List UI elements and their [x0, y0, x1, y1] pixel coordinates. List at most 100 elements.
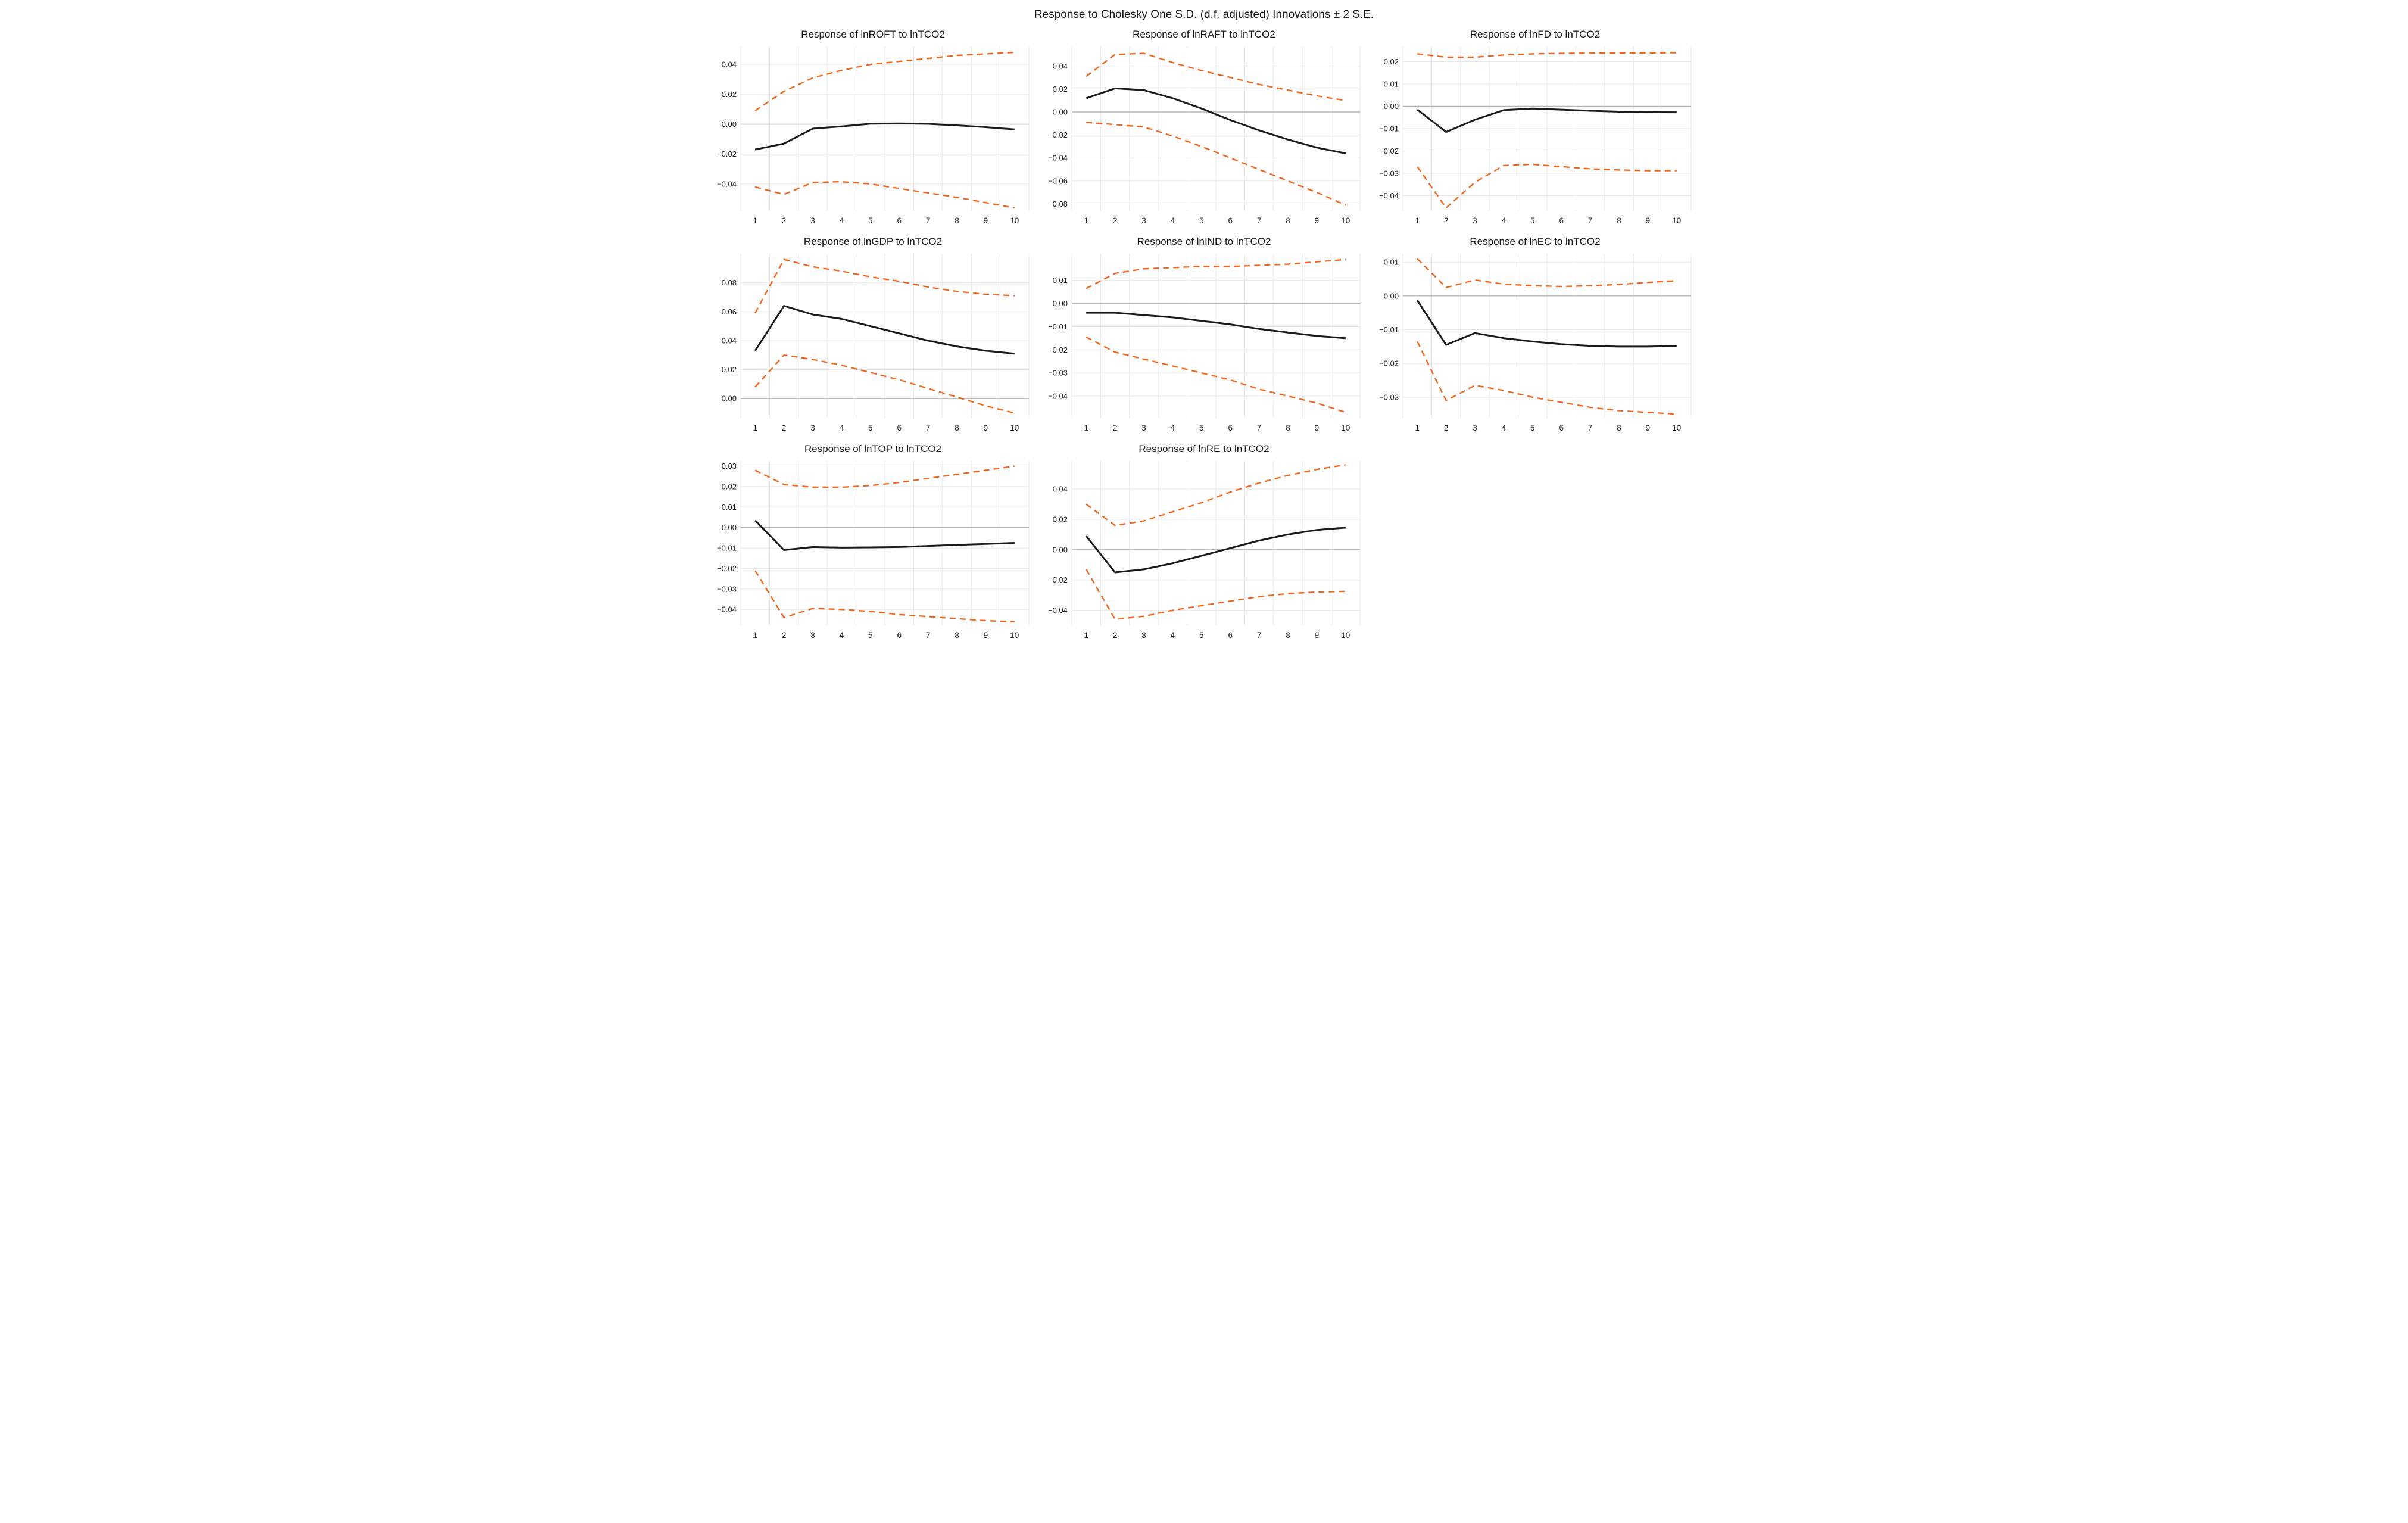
- svg-text:2: 2: [1113, 423, 1118, 432]
- svg-text:0.04: 0.04: [722, 60, 737, 69]
- svg-text:3: 3: [1141, 423, 1146, 432]
- svg-text:1: 1: [1415, 423, 1420, 432]
- svg-text:0.02: 0.02: [722, 482, 737, 491]
- svg-text:7: 7: [926, 216, 931, 225]
- svg-text:2: 2: [782, 423, 787, 432]
- svg-text:−0.02: −0.02: [1048, 575, 1068, 584]
- svg-text:4: 4: [840, 631, 844, 640]
- svg-text:0.02: 0.02: [1053, 85, 1068, 94]
- svg-text:7: 7: [1257, 423, 1262, 432]
- svg-text:0.01: 0.01: [1053, 276, 1068, 285]
- svg-text:5: 5: [1199, 423, 1204, 432]
- svg-text:1: 1: [753, 631, 757, 640]
- irf-plot-lnFD: 0.02 0.01 0.00 −0.01 −0.02 −0.03 −0.04 1 2 3 4 5 6 7 8…: [1372, 43, 1698, 229]
- svg-text:4: 4: [1171, 423, 1175, 432]
- svg-text:9: 9: [1315, 216, 1320, 225]
- svg-text:7: 7: [1588, 423, 1593, 432]
- irf-panel-lnFD: Response of lnFD to lnTCO2 0.02 0.01 0.00 −…: [1372, 27, 1698, 229]
- svg-text:10: 10: [1341, 423, 1350, 432]
- svg-text:1: 1: [1084, 631, 1088, 640]
- svg-text:−0.01: −0.01: [1379, 124, 1399, 133]
- svg-text:0.02: 0.02: [722, 90, 737, 99]
- panel-title: Response of lnRE to lnTCO2: [1139, 443, 1269, 454]
- svg-text:9: 9: [1646, 423, 1651, 432]
- irf-panel-lnTOP: Response of lnTOP to lnTCO2 0.03 0.02 0.01…: [710, 442, 1036, 643]
- svg-text:1: 1: [1415, 216, 1420, 225]
- svg-text:0.03: 0.03: [722, 462, 737, 471]
- svg-text:9: 9: [984, 631, 988, 640]
- svg-text:0.00: 0.00: [1053, 545, 1068, 554]
- svg-text:−0.01: −0.01: [1379, 325, 1399, 334]
- svg-text:−0.04: −0.04: [717, 605, 737, 614]
- svg-text:3: 3: [810, 216, 815, 225]
- svg-text:5: 5: [868, 216, 873, 225]
- svg-text:7: 7: [1257, 216, 1262, 225]
- svg-text:−0.06: −0.06: [1048, 176, 1068, 185]
- svg-text:2: 2: [1113, 631, 1118, 640]
- svg-text:2: 2: [782, 631, 787, 640]
- svg-text:0.04: 0.04: [1053, 485, 1068, 494]
- svg-text:8: 8: [1617, 216, 1621, 225]
- svg-text:−0.03: −0.03: [1379, 169, 1399, 178]
- svg-text:−0.08: −0.08: [1048, 200, 1068, 208]
- panel-title: Response of lnIND to lnTCO2: [1137, 236, 1271, 247]
- svg-text:0.00: 0.00: [1053, 108, 1068, 117]
- svg-text:5: 5: [1199, 631, 1204, 640]
- svg-text:10: 10: [1341, 631, 1350, 640]
- svg-text:−0.04: −0.04: [1048, 154, 1068, 163]
- irf-panel-lnRE: Response of lnRE to lnTCO2 0.04 0.02 0.00 −…: [1041, 442, 1367, 643]
- svg-text:6: 6: [897, 631, 902, 640]
- svg-text:10: 10: [1672, 423, 1681, 432]
- svg-text:0.01: 0.01: [1384, 258, 1399, 267]
- figure-title: Response to Cholesky One S.D. (d.f. adju…: [1034, 8, 1374, 21]
- svg-text:8: 8: [1286, 216, 1290, 225]
- panel-title: Response of lnRAFT to lnTCO2: [1133, 29, 1275, 40]
- svg-text:6: 6: [1559, 216, 1564, 225]
- svg-text:3: 3: [810, 423, 815, 432]
- svg-text:2: 2: [1444, 423, 1449, 432]
- svg-text:6: 6: [1228, 423, 1233, 432]
- svg-text:8: 8: [955, 216, 959, 225]
- svg-text:10: 10: [1010, 423, 1019, 432]
- svg-text:5: 5: [868, 423, 873, 432]
- svg-text:−0.01: −0.01: [717, 544, 737, 553]
- irf-panel-lnROFT: Response of lnROFT to lnTCO2 0.04 0.02 0.0…: [710, 27, 1036, 229]
- svg-text:0.04: 0.04: [1053, 61, 1068, 70]
- svg-text:2: 2: [782, 216, 787, 225]
- svg-text:7: 7: [1588, 216, 1593, 225]
- svg-text:9: 9: [984, 423, 988, 432]
- svg-text:−0.04: −0.04: [1379, 191, 1399, 200]
- panel-title: Response of lnTOP to lnTCO2: [804, 443, 941, 454]
- svg-text:3: 3: [1141, 216, 1146, 225]
- irf-plot-lnROFT: 0.04 0.02 0.00 −0.02 −0.04 1 2 3 4 5 6 7 8 9 10: [710, 43, 1036, 229]
- svg-text:−0.02: −0.02: [1048, 345, 1068, 354]
- panel-title: Response of lnFD to lnTCO2: [1470, 29, 1601, 40]
- irf-plot-lnIND: 0.01 0.00 −0.01 −0.02 −0.03 −0.04 1 2 3 4 5 6 7 8 9 10: [1041, 250, 1367, 436]
- svg-text:8: 8: [1286, 423, 1290, 432]
- svg-text:2: 2: [1113, 216, 1118, 225]
- svg-text:9: 9: [1646, 216, 1651, 225]
- svg-text:0.00: 0.00: [722, 394, 737, 403]
- panel-title: Response of lnGDP to lnTCO2: [803, 236, 943, 247]
- svg-text:6: 6: [1559, 423, 1564, 432]
- irf-plot-lnGDP: 0.08 0.06 0.04 0.02 0.00 1 2 3 4 5 6 7 8 9 10: [710, 250, 1036, 436]
- irf-panel-lnEC: Response of lnEC to lnTCO2 0.01 0.00 −0.01…: [1372, 235, 1698, 436]
- empty-grid-cell: [1372, 442, 1698, 628]
- svg-text:4: 4: [1502, 216, 1506, 225]
- svg-text:3: 3: [1473, 216, 1477, 225]
- svg-text:4: 4: [840, 216, 844, 225]
- svg-text:−0.01: −0.01: [1048, 322, 1068, 331]
- svg-text:−0.04: −0.04: [1048, 392, 1068, 401]
- svg-text:7: 7: [926, 423, 931, 432]
- panel-title: Response of lnROFT to lnTCO2: [801, 29, 945, 40]
- svg-text:−0.02: −0.02: [1379, 359, 1399, 368]
- svg-text:3: 3: [810, 631, 815, 640]
- svg-text:−0.03: −0.03: [1379, 393, 1399, 401]
- svg-text:−0.02: −0.02: [1379, 147, 1399, 155]
- svg-text:0.08: 0.08: [722, 278, 737, 287]
- svg-text:9: 9: [1315, 423, 1320, 432]
- svg-text:6: 6: [897, 423, 902, 432]
- svg-text:8: 8: [1286, 631, 1290, 640]
- irf-plot-lnRE: 0.04 0.02 0.00 −0.02 −0.04 1 2 3 4 5 6 7 8 9 10: [1041, 457, 1367, 643]
- svg-text:0.01: 0.01: [722, 503, 737, 512]
